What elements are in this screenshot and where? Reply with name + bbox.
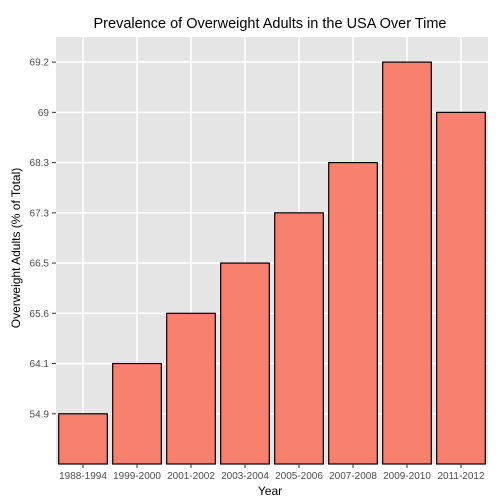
bar-2011-2012 <box>436 111 486 465</box>
x-tick-label: 1999-2000 <box>113 471 161 482</box>
y-axis: 54.9 64.1 65.6 66.5 67.3 68.3 69 69.2 <box>30 58 56 420</box>
bar-1988-1994 <box>58 413 108 465</box>
x-tick-label: 2003-2004 <box>221 471 269 482</box>
y-tick-label: 69.2 <box>30 58 50 69</box>
bar-2003-2004 <box>220 262 270 465</box>
x-axis: 1988-1994 1999-2000 2001-2002 2003-2004 2005… <box>59 464 485 482</box>
y-tick-label: 65.6 <box>30 309 50 320</box>
x-tick-label: 2009-2010 <box>383 471 431 482</box>
y-tick-label: 66.5 <box>30 259 50 270</box>
bars <box>58 61 486 465</box>
x-tick-label: 1988-1994 <box>59 471 107 482</box>
bar-2007-2008 <box>328 161 378 465</box>
bar-2009-2010 <box>382 61 432 465</box>
x-tick-label: 2007-2008 <box>329 471 377 482</box>
y-tick-label: 54.9 <box>30 409 50 420</box>
x-tick-label: 2011-2012 <box>437 471 485 482</box>
y-tick-label: 69 <box>38 108 50 119</box>
bar-1999-2000 <box>112 362 162 465</box>
x-tick-label: 2005-2006 <box>275 471 323 482</box>
chart-title: Prevalence of Overweight Adults in the U… <box>94 16 447 32</box>
y-tick-label: 64.1 <box>30 359 50 370</box>
y-tick-label: 67.3 <box>30 208 50 219</box>
x-axis-label: Year <box>258 484 282 498</box>
bar-2001-2002 <box>166 312 216 465</box>
y-axis-label: Overweight Adults (% of Total) <box>9 168 23 329</box>
y-tick-label: 68.3 <box>30 158 50 169</box>
bar-2005-2006 <box>274 212 324 465</box>
x-tick-label: 2001-2002 <box>167 471 215 482</box>
